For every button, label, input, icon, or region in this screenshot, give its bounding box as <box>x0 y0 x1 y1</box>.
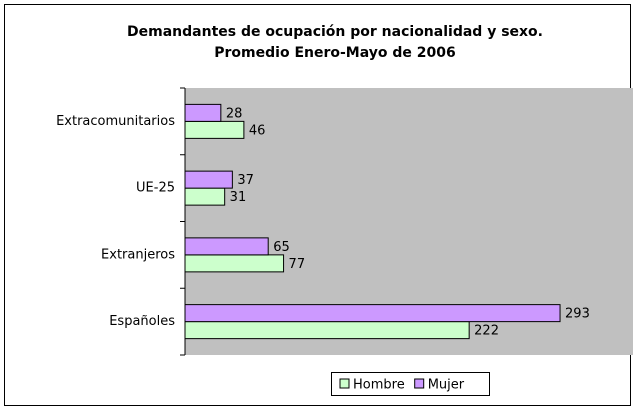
y-tick-label: Extracomunitarios <box>56 114 175 129</box>
y-tick-label: Extranjeros <box>101 247 175 262</box>
bar <box>184 187 226 206</box>
value-label: 28 <box>226 106 243 121</box>
legend-label: Hombre <box>353 378 405 393</box>
legend-label: Mujer <box>428 378 465 393</box>
chart-title: Demandantes de ocupación por nacionalida… <box>127 24 543 40</box>
legend-swatch <box>339 378 350 389</box>
value-label: 293 <box>565 307 590 322</box>
value-label: 65 <box>273 240 290 255</box>
y-tick-label: UE-25 <box>136 181 175 196</box>
bar <box>184 304 561 323</box>
bar <box>184 120 245 139</box>
bar <box>184 103 222 122</box>
value-label: 46 <box>249 123 266 138</box>
bar <box>184 254 285 273</box>
value-label: 31 <box>230 190 247 205</box>
value-label: 222 <box>474 324 499 339</box>
bar <box>184 321 470 340</box>
value-label: 37 <box>237 173 254 188</box>
value-label: 77 <box>289 257 306 272</box>
y-tick-label: Españoles <box>109 314 175 329</box>
bar <box>184 170 233 189</box>
bar <box>184 237 269 256</box>
legend-swatch <box>414 378 425 389</box>
chart-subtitle: Promedio Enero-Mayo de 2006 <box>214 45 455 61</box>
legend <box>331 372 490 396</box>
